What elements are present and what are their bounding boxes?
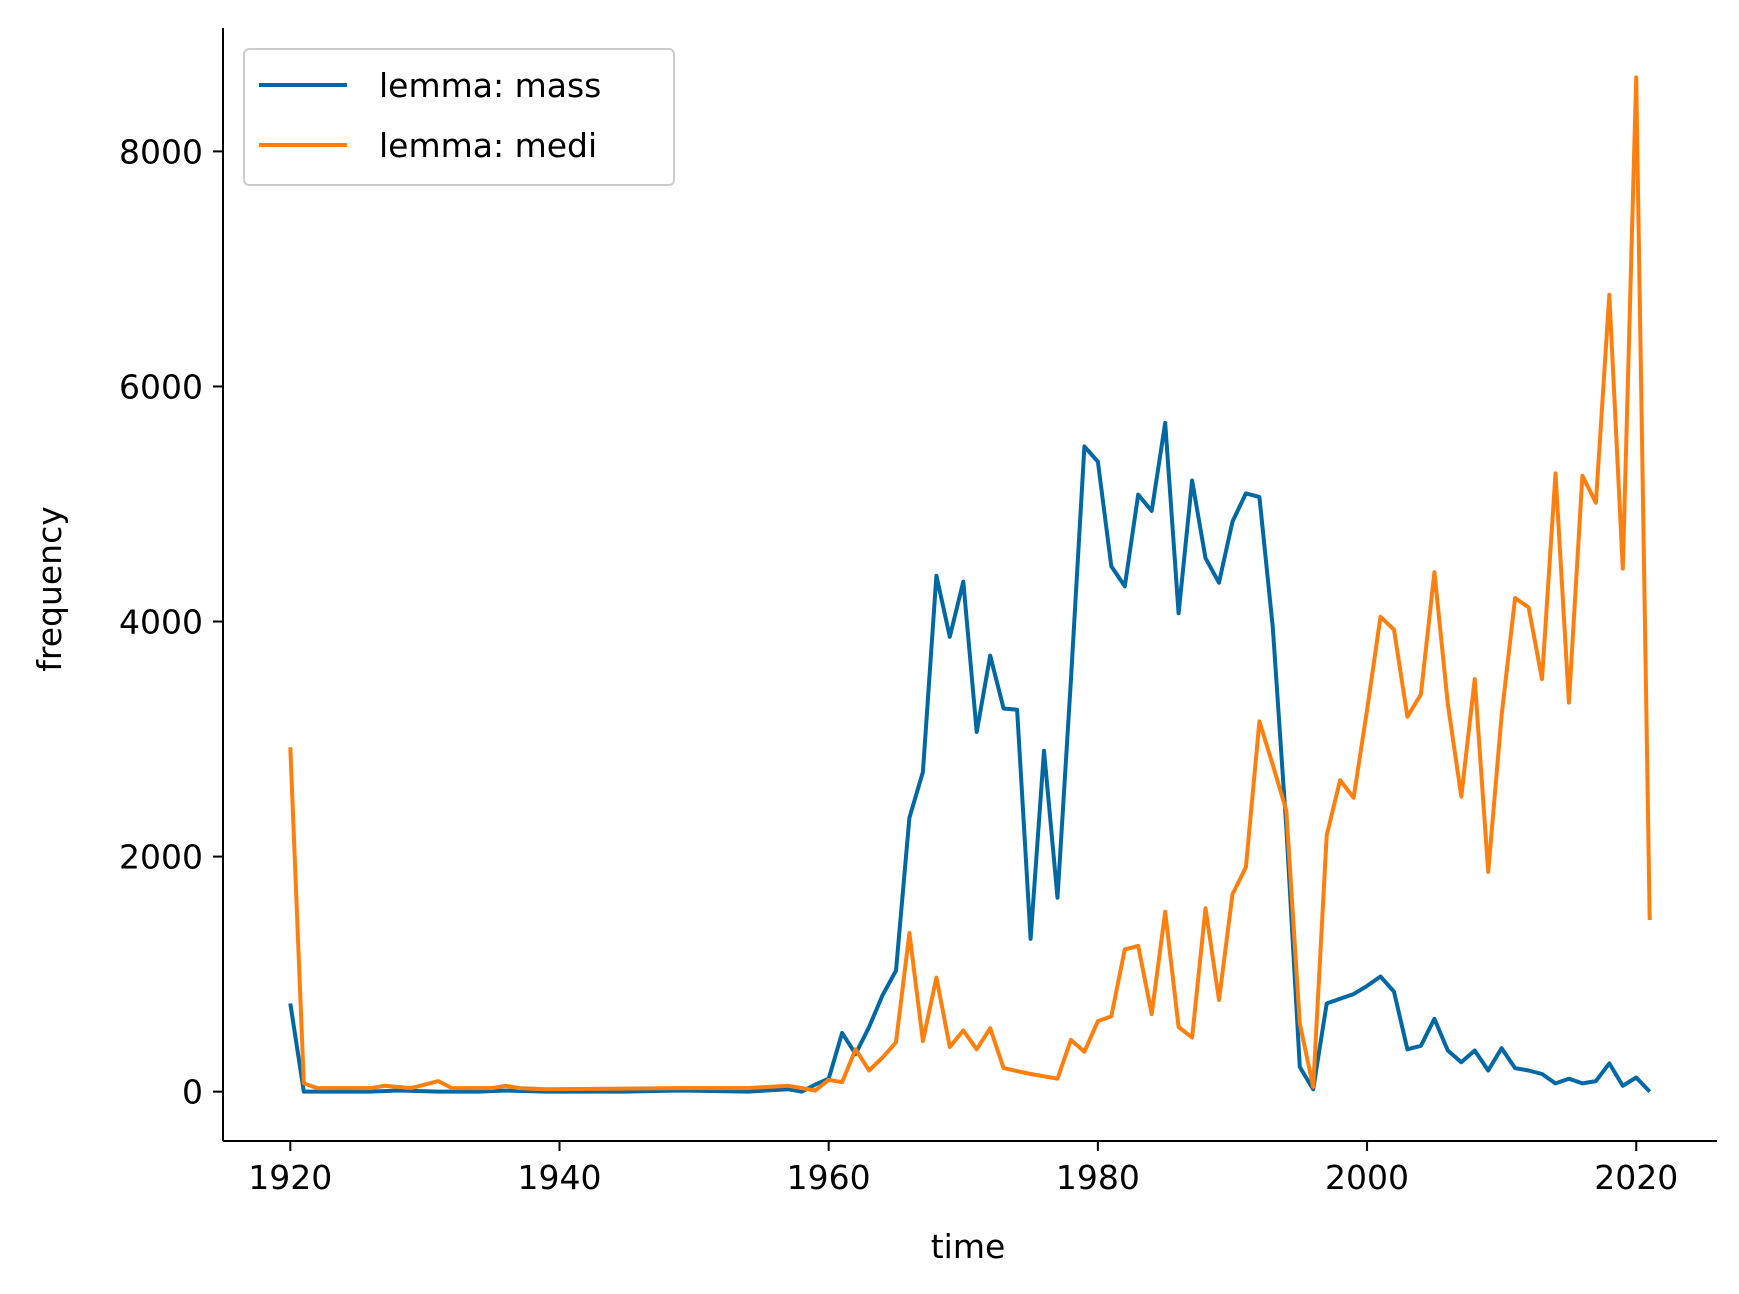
y-axis-label: frequency <box>30 506 69 672</box>
y-tick-label: 6000 <box>119 367 203 406</box>
axes-layer <box>222 28 1717 1142</box>
legend-label-mass: lemma: mass <box>379 66 601 105</box>
y-tick-label: 4000 <box>119 603 203 642</box>
series-line-mass <box>288 420 1652 1094</box>
legend-label-medi: lemma: medi <box>379 126 597 165</box>
y-tick-label: 8000 <box>119 132 203 171</box>
ticks-layer: 1920 1940 1960 1980 2000 2020 0 2000 4000 6000 800… <box>119 132 1678 1197</box>
series-layer <box>288 75 1652 1094</box>
x-tick-label: 2020 <box>1594 1158 1678 1197</box>
x-axis-label: time <box>931 1227 1006 1266</box>
x-tick-label: 1920 <box>248 1158 332 1197</box>
legend-frame <box>243 48 675 186</box>
x-tick-label: 1940 <box>517 1158 601 1197</box>
y-tick-label: 2000 <box>119 838 203 877</box>
x-tick-label: 1980 <box>1056 1158 1140 1197</box>
x-tick-label: 1960 <box>787 1158 871 1197</box>
series-line-medi <box>288 75 1652 1093</box>
y-tick-label: 0 <box>182 1073 203 1112</box>
legend: lemma: mass lemma: medi <box>243 48 675 186</box>
x-tick-label: 2000 <box>1325 1158 1409 1197</box>
